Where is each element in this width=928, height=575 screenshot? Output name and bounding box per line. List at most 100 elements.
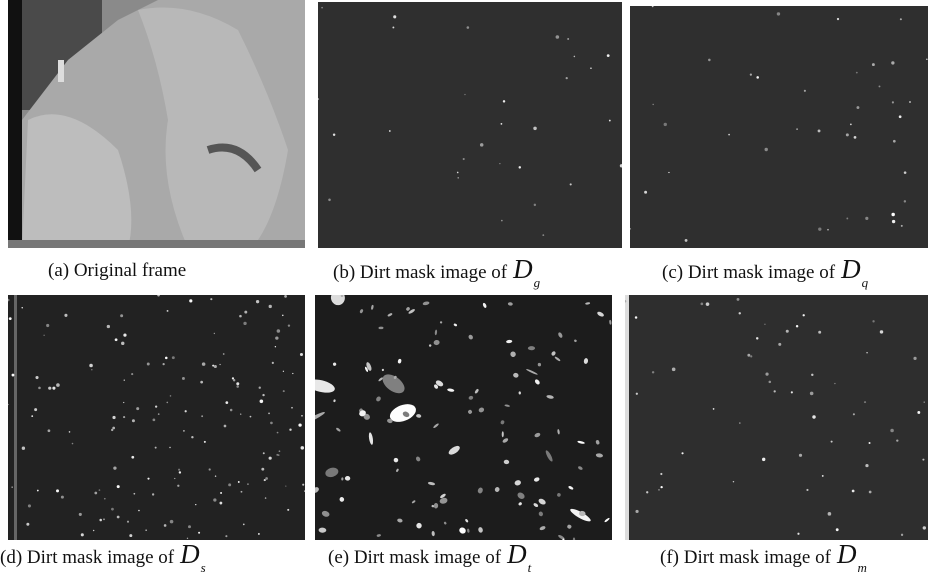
dirt-speck [896, 439, 898, 441]
dirt-speck [155, 447, 157, 449]
dirt-speck [733, 481, 734, 482]
dirt-speck [837, 18, 839, 20]
dirt-speck [61, 496, 64, 499]
dirt-speck [243, 322, 246, 325]
dirt-speck [534, 204, 536, 206]
dirt-speck [750, 74, 752, 76]
dirt-speck [275, 336, 278, 339]
dirt-speck [278, 454, 280, 456]
dirt-speck [163, 363, 165, 365]
dirt-speck [913, 357, 916, 360]
dirt-speck [890, 429, 894, 433]
dirt-speck [91, 369, 92, 370]
dirt-speck [99, 519, 102, 522]
dirt-speck [201, 415, 203, 417]
dirt-speck [224, 425, 227, 428]
dirt-speck [213, 498, 216, 501]
dirt-speck [48, 387, 51, 390]
dirt-speck [866, 352, 867, 353]
dirt-speck [256, 300, 259, 303]
dirt-speck [302, 484, 304, 486]
dirt-speck [519, 166, 521, 168]
dirt-speck [233, 379, 235, 381]
dirt-speck [12, 487, 13, 488]
dirt-speck [272, 362, 274, 364]
dirt-speck [810, 392, 814, 396]
dirt-speck [289, 428, 291, 430]
dirt-speck [846, 218, 848, 220]
dirt-speck [210, 298, 212, 300]
dirt-speck [169, 447, 170, 448]
dirt-speck [499, 163, 500, 164]
dirt-speck [706, 302, 710, 306]
dirt-speck [836, 528, 839, 531]
dirt-speck [880, 330, 883, 333]
dirt-speck [739, 312, 741, 314]
dirt-speck [170, 520, 174, 524]
dirt-speck [900, 18, 902, 20]
dirt-speck [904, 200, 906, 202]
dirt-speck [393, 15, 396, 18]
dirt-speck [127, 521, 129, 523]
dirt-speck [681, 452, 683, 454]
dirt-speck [223, 353, 225, 355]
figure: (a) Original frame (b) Dirt mask image o… [0, 0, 928, 575]
dirt-speck [219, 364, 220, 365]
dirt-speck [285, 485, 286, 486]
dirt-mask-image [318, 2, 622, 248]
dirt-speck [635, 510, 638, 513]
dirt-speck [112, 416, 115, 419]
dirt-speck [850, 124, 852, 126]
dirt-speck [570, 183, 572, 185]
dirt-speck [239, 315, 242, 318]
dirt-speck [664, 123, 667, 126]
dirt-speck [298, 423, 301, 426]
caption-text: (c) Dirt mask image of [662, 262, 835, 283]
dirt-speck [219, 502, 222, 505]
dirt-speck [99, 489, 101, 491]
dirt-speck [166, 402, 168, 404]
dirt-speck [22, 447, 25, 450]
dirt-speck [240, 414, 241, 415]
dirt-speck [185, 410, 187, 412]
dirt-speck [893, 140, 896, 143]
subscript: t [528, 560, 532, 575]
caption-text: (a) Original frame [48, 260, 186, 281]
dirt-speck [120, 314, 123, 317]
dirt-speck [291, 407, 293, 409]
dirt-speck [812, 415, 815, 418]
dirt-speck [917, 411, 920, 414]
dirt-speck [806, 489, 808, 491]
dirt-speck [852, 490, 855, 493]
caption: (a) Original frame [48, 258, 186, 284]
dirt-speck [178, 469, 180, 471]
dirt-speck [818, 227, 821, 230]
dirt-speck [174, 478, 175, 479]
dirt-speck [892, 101, 894, 103]
dirt-speck [904, 171, 907, 174]
dirt-speck [258, 533, 260, 535]
dirt-speck [791, 391, 793, 393]
dirt-speck [270, 422, 273, 425]
dirt-speck [467, 26, 470, 29]
dirt-speck [138, 510, 140, 512]
dirt-mask-image [630, 6, 928, 248]
dirt-speck [922, 459, 924, 461]
dirt-speck [48, 429, 51, 432]
dirt-speck [265, 477, 268, 480]
dirt-speck [685, 239, 688, 242]
dirt-speck [165, 357, 168, 360]
dirt-speck [607, 54, 610, 57]
dirt-speck [660, 486, 662, 488]
dirt-speck [864, 401, 866, 403]
dirt-speck [635, 316, 638, 319]
dirt-speck [786, 330, 789, 333]
dirt-speck [131, 456, 134, 459]
dirt-speck [321, 7, 323, 9]
dirt-speck [872, 320, 874, 322]
dirt-speck [463, 158, 465, 160]
dirt-speck [899, 115, 902, 118]
dirt-speck [288, 325, 290, 327]
dirt-speck [501, 123, 503, 125]
dirt-speck [846, 133, 849, 136]
